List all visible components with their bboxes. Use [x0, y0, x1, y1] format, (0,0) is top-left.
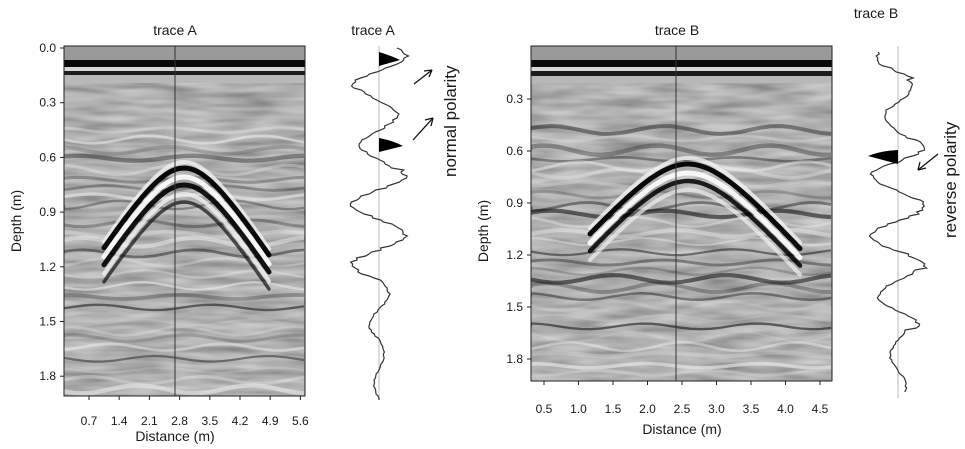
reflection-band: [64, 153, 305, 163]
radargram-b-hyperbola: [587, 156, 803, 277]
trace-a-title: trace A: [351, 22, 395, 38]
trace-b-title: trace B: [854, 5, 898, 21]
reflector-hyperbola: [588, 188, 802, 277]
reflection-band: [64, 293, 305, 301]
reflection-band: [64, 366, 305, 374]
x-tick-label: 4.0: [777, 402, 794, 416]
reflection-band: [64, 229, 305, 240]
reflection-band: [64, 303, 305, 312]
panel-a-title: trace A: [153, 22, 197, 38]
y-tick-label: 0.9: [39, 205, 56, 219]
reflector-hyperbola: [588, 156, 802, 245]
reflection-band: [64, 145, 305, 156]
x-tick-label: 2.8: [171, 414, 188, 428]
reflection-band: [64, 374, 305, 386]
x-tick-label: 4.2: [232, 414, 249, 428]
y-tick-label: 1.8: [39, 369, 56, 383]
reflection-band: [64, 199, 305, 211]
reflector-hyperbola: [102, 159, 271, 251]
reflection-band: [64, 354, 305, 363]
trace-b: trace B reverse polarity: [854, 5, 960, 398]
y-tick-label: 0.0: [39, 41, 56, 55]
reflector-hyperbola: [587, 178, 803, 268]
reflection-band: [64, 218, 305, 229]
x-tick-label: 4.9: [262, 414, 279, 428]
trace-a: trace A normal polarity: [349, 22, 460, 400]
y-tick-label: 1.8: [506, 352, 523, 366]
reflection-band: [64, 134, 305, 145]
radargram-b: trace B 0.3 0.6 0.9 1.2 1.5 1.8 0.5 1.0 1.5 2.0 2…: [475, 22, 833, 437]
reflector-hyperbola: [102, 191, 271, 283]
reflection-band: [64, 325, 305, 337]
panel-a-yticks: 0.0 0.3 0.6 0.9 1.2 1.5 1.8: [39, 41, 64, 383]
x-tick-label: 2.0: [639, 402, 656, 416]
y-tick-label: 1.2: [39, 260, 56, 274]
y-tick-label: 1.5: [39, 315, 56, 329]
x-tick-label: 2.5: [674, 402, 691, 416]
x-tick-label: 0.7: [81, 414, 98, 428]
x-tick-label: 1.4: [111, 414, 128, 428]
x-tick-label: 1.5: [605, 402, 622, 416]
trace-a-peak-2: [379, 138, 403, 152]
panel-b-title: trace B: [655, 22, 699, 38]
reflector-hyperbola: [101, 174, 272, 267]
panel-a-ylabel: Depth (m): [8, 190, 24, 252]
reflection-band: [64, 342, 305, 352]
x-tick-label: 3.0: [708, 402, 725, 416]
y-tick-label: 0.3: [506, 92, 523, 106]
reflector-hyperbola: [102, 200, 271, 291]
trace-b-polarity-label: reverse polarity: [941, 121, 960, 238]
reflection-band: [64, 163, 305, 177]
arrow-2: [412, 117, 434, 141]
trace-a-peak-1: [379, 52, 400, 66]
panel-b-ylabel: Depth (m): [475, 200, 491, 262]
panel-b-xlabel: Distance (m): [642, 421, 721, 437]
reflector-hyperbola: [101, 182, 272, 275]
reflection-band: [64, 333, 305, 343]
y-tick-label: 0.6: [39, 150, 56, 164]
x-tick-label: 3.5: [743, 402, 760, 416]
panel-b-xticks: 0.5 1.0 1.5 2.0 2.5 3.0 3.5 4.0 4.5: [536, 381, 829, 416]
x-tick-label: 2.1: [141, 414, 158, 428]
radargram-a: trace A 0.0 0.3 0.6 0.9 1.2 1.5 1.8 0.7 1.4 2.1 2…: [8, 22, 309, 444]
x-tick-label: 4.5: [812, 402, 829, 416]
x-tick-label: 1.0: [570, 402, 587, 416]
reflection-band: [64, 383, 305, 396]
reflection-band: [64, 209, 305, 218]
reflection-band: [64, 281, 305, 291]
reflection-band: [64, 184, 305, 192]
arrow-1: [413, 69, 433, 85]
x-tick-label: 3.5: [201, 414, 218, 428]
trace-b-trough: [868, 150, 898, 164]
y-tick-label: 1.5: [506, 300, 523, 314]
reflection-band: [64, 308, 305, 321]
panel-b-yticks: 0.3 0.6 0.9 1.2 1.5 1.8: [506, 92, 531, 366]
y-tick-label: 1.2: [506, 248, 523, 262]
trace-a-waveform: [349, 47, 410, 400]
reflector-hyperbola: [587, 170, 803, 261]
panel-a-xlabel: Distance (m): [135, 428, 214, 444]
reflector-hyperbola: [587, 161, 803, 252]
reflection-band: [64, 318, 305, 327]
reflector-hyperbola: [101, 165, 272, 258]
x-tick-label: 5.6: [292, 414, 309, 428]
y-tick-label: 0.9: [506, 196, 523, 210]
x-tick-label: 0.5: [536, 402, 553, 416]
y-tick-label: 0.3: [39, 96, 56, 110]
trace-b-waveform: [868, 51, 928, 393]
radargram-a-hyperbola: [101, 159, 272, 291]
y-tick-label: 0.6: [506, 144, 523, 158]
reflection-band: [64, 126, 305, 134]
trace-a-polarity-label: normal polarity: [441, 65, 460, 177]
arrow-3: [917, 153, 939, 171]
panel-a-xticks: 0.7 1.4 2.1 2.8 3.5 4.2 4.9 5.6: [81, 396, 309, 428]
